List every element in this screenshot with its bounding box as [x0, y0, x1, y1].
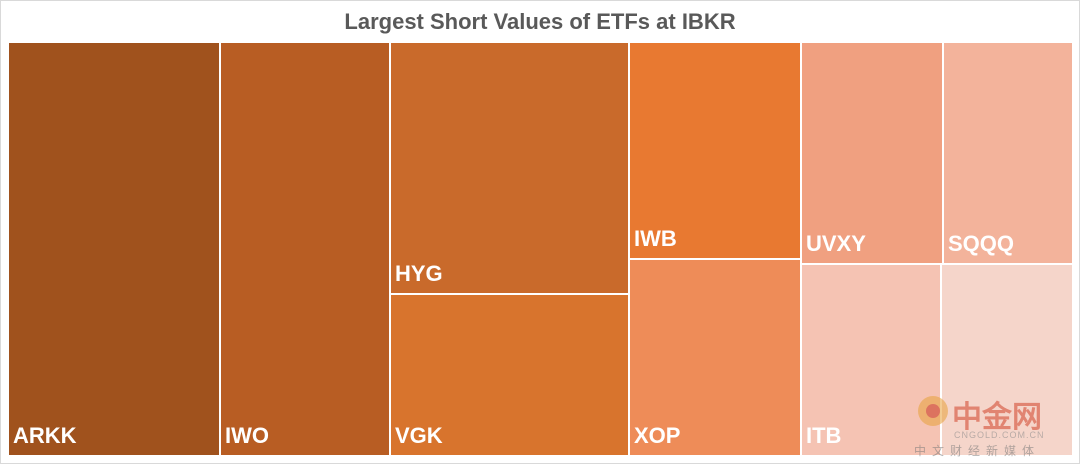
treemap-tile-arkk: ARKK: [7, 41, 221, 457]
brand-logo-icon: [918, 396, 948, 426]
treemap-tile-label: SQQQ: [948, 231, 1015, 256]
treemap-tile-label: VGK: [395, 423, 443, 448]
treemap-tile-label: UVXY: [806, 231, 866, 256]
treemap-tile-label: ITB: [806, 423, 842, 448]
watermark-site: CNGOLD.COM.CN: [954, 430, 1045, 440]
treemap-tile-label: IWB: [634, 226, 677, 251]
treemap-tile-itb: ITB: [800, 263, 942, 457]
watermark-brand: 中金网: [952, 400, 1042, 435]
watermark-tagline: 中文财经新媒体: [914, 444, 1041, 458]
treemap-tile-iwb: IWB: [628, 41, 802, 260]
treemap-tile-xop: XOP: [628, 258, 802, 457]
treemap-tile-hyg: HYG: [389, 41, 630, 295]
treemap-tile-label: HYG: [395, 261, 443, 286]
treemap-tile-label: IWO: [225, 423, 269, 448]
treemap-tile-label: ARKK: [13, 423, 77, 448]
treemap-tile-uvxy: UVXY: [800, 41, 944, 265]
treemap-tile-sqqq: SQQQ: [942, 41, 1074, 265]
treemap-tile-vgk: VGK: [389, 293, 630, 457]
chart-title: Largest Short Values of ETFs at IBKR: [344, 9, 736, 34]
treemap-tile-iwo: IWO: [219, 41, 391, 457]
watermark: 中金网 CNGOLD.COM.CN 中文财经新媒体: [914, 390, 1074, 460]
treemap-tile-unlabeled: [940, 263, 1074, 457]
treemap-tile-label: XOP: [634, 423, 681, 448]
